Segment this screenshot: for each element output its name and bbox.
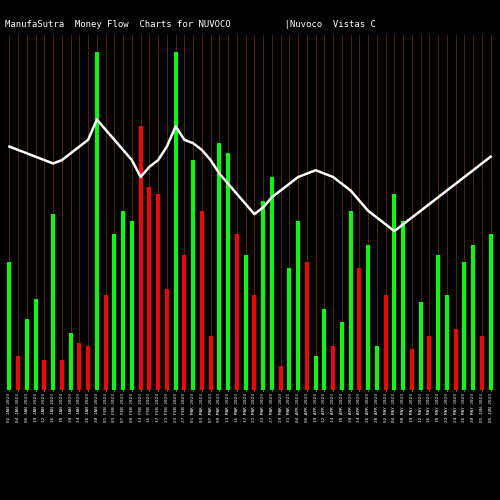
Bar xyxy=(445,296,449,390)
Bar xyxy=(288,268,292,390)
Bar xyxy=(322,309,326,390)
Bar xyxy=(104,296,108,390)
Bar xyxy=(340,322,344,390)
Bar xyxy=(348,211,352,390)
Bar xyxy=(208,336,212,390)
Text: ManufaSutra  Money Flow  Charts for NUVOCO          |Nuvoco  Vistas C: ManufaSutra Money Flow Charts for NUVOCO… xyxy=(5,20,376,29)
Bar xyxy=(95,52,99,390)
Bar xyxy=(418,302,422,390)
Bar xyxy=(305,262,309,390)
Bar xyxy=(480,336,484,390)
Bar xyxy=(191,160,195,390)
Bar xyxy=(226,154,230,390)
Bar xyxy=(384,296,388,390)
Bar xyxy=(121,211,125,390)
Bar xyxy=(462,262,466,390)
Bar xyxy=(366,244,370,390)
Bar xyxy=(218,143,222,390)
Bar xyxy=(148,187,152,390)
Bar xyxy=(182,255,186,390)
Bar xyxy=(16,356,20,390)
Bar xyxy=(261,200,265,390)
Bar xyxy=(112,234,116,390)
Bar xyxy=(34,298,38,390)
Bar xyxy=(314,356,318,390)
Bar xyxy=(138,126,142,390)
Bar xyxy=(375,346,379,390)
Bar xyxy=(86,346,90,390)
Bar xyxy=(392,194,396,390)
Bar xyxy=(51,214,55,390)
Bar xyxy=(410,350,414,390)
Bar xyxy=(165,288,169,390)
Bar xyxy=(156,194,160,390)
Bar xyxy=(296,221,300,390)
Bar xyxy=(68,332,72,390)
Bar xyxy=(244,255,248,390)
Bar xyxy=(130,221,134,390)
Bar xyxy=(471,244,475,390)
Bar xyxy=(8,262,12,390)
Bar xyxy=(200,211,204,390)
Bar xyxy=(78,342,82,390)
Bar xyxy=(358,268,362,390)
Bar xyxy=(488,234,492,390)
Bar xyxy=(235,234,239,390)
Bar xyxy=(25,319,29,390)
Bar xyxy=(174,52,178,390)
Bar xyxy=(331,346,335,390)
Bar xyxy=(252,296,256,390)
Bar xyxy=(270,177,274,390)
Bar xyxy=(428,336,432,390)
Bar xyxy=(60,360,64,390)
Bar xyxy=(454,329,458,390)
Bar xyxy=(42,360,46,390)
Bar xyxy=(278,366,282,390)
Bar xyxy=(436,255,440,390)
Bar xyxy=(401,221,405,390)
